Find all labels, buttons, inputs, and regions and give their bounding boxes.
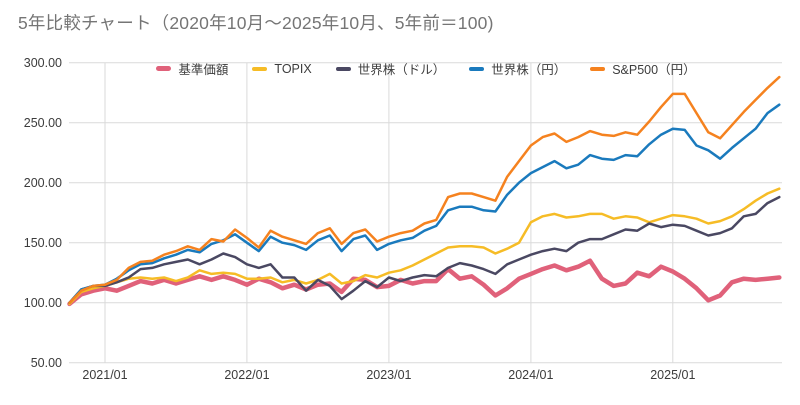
y-axis-tick-label: 250.00 (23, 115, 62, 130)
legend-item-fund: 基準価額 (156, 59, 228, 78)
chart-title: 5年比較チャート（2020年10月～2025年10月、5年前＝100) (18, 13, 494, 33)
legend-item-sp500-jpy: S&P500（円） (590, 59, 696, 78)
x-axis-tick-label: 2025/01 (650, 368, 696, 382)
legend-item-world-jpy: 世界株（円） (469, 59, 566, 78)
legend-color-swatch (590, 66, 606, 71)
x-axis-tick-label: 2024/01 (508, 368, 554, 382)
y-axis-tick-label: 100.00 (23, 295, 62, 310)
legend-item-world-usd: 世界株（ドル） (335, 59, 446, 78)
x-axis-tick-label: 2022/01 (224, 368, 270, 382)
legend-color-swatch (469, 66, 485, 71)
legend-label: 基準価額 (178, 63, 229, 77)
y-axis-tick-label: 150.00 (23, 235, 62, 250)
legend-label: 世界株（円） (491, 63, 567, 77)
x-axis-tick-label: 2023/01 (366, 368, 412, 382)
y-axis-tick-label: 50.00 (30, 355, 62, 370)
legend-color-swatch (335, 66, 351, 71)
legend-label: S&P500（円） (612, 63, 696, 77)
legend-color-swatch (156, 66, 172, 71)
chart-legend: 基準価額 TOPIX 世界株（ドル） 世界株（円） S&P500（円） (70, 59, 782, 78)
legend-label: 世界株（ドル） (357, 63, 446, 77)
legend-item-topix: TOPIX (252, 61, 312, 76)
legend-color-swatch (252, 66, 268, 71)
legend-label: TOPIX (274, 61, 312, 76)
y-axis-tick-label: 200.00 (23, 175, 62, 190)
x-axis-tick-label: 2021/01 (82, 368, 128, 382)
y-axis-tick-label: 300.00 (23, 55, 62, 70)
